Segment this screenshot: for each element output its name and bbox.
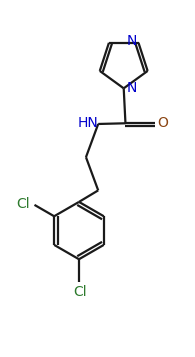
Text: N: N [126,81,136,95]
Text: Cl: Cl [16,197,30,211]
Text: O: O [157,116,168,130]
Text: HN: HN [78,116,99,130]
Text: Cl: Cl [73,285,87,299]
Text: N: N [127,34,137,48]
